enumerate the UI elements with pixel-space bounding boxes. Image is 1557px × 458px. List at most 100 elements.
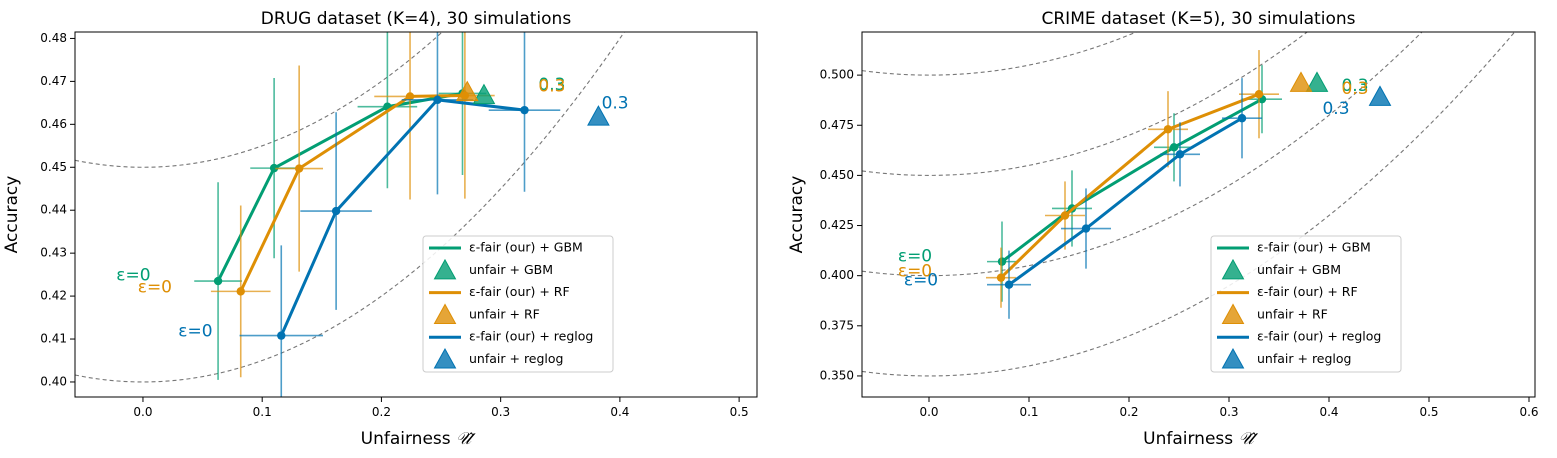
y-tick-label: 0.43	[40, 246, 67, 260]
y-tick-label: 0.47	[40, 74, 67, 88]
x-axis-label-text: Unfairness	[1143, 429, 1238, 449]
data-point	[433, 95, 442, 105]
legend-entry-label: ε-fair (our) + GBM	[469, 240, 583, 255]
y-axis-label: Accuracy	[787, 176, 807, 254]
y-tick-label: 0.400	[820, 268, 854, 282]
x-tick-label: 0.0	[919, 405, 938, 419]
legend-entry-label: unfair + GBM	[469, 262, 553, 277]
legend-entry-label: ε-fair (our) + reglog	[1257, 329, 1381, 344]
legend-triangle-swatch	[1221, 348, 1245, 369]
y-tick-label: 0.45	[40, 160, 67, 174]
x-tick-label: 0.2	[372, 405, 391, 419]
x-tick-label: 0.5	[1419, 405, 1438, 419]
legend-entry-label: unfair + reglog	[469, 351, 563, 366]
unfair-marker	[1289, 71, 1313, 92]
y-tick-label: 0.350	[820, 368, 854, 382]
legend-entry-label: unfair + RF	[469, 306, 540, 321]
legend-entry-label: ε-fair (our) + RF	[1257, 284, 1358, 299]
data-point	[269, 163, 279, 173]
data-point	[1169, 143, 1179, 152]
annotation-epsilon-max: 0.3	[1322, 99, 1349, 119]
y-axis-label: Accuracy	[2, 176, 22, 254]
x-tick-label: 0.1	[1019, 405, 1038, 419]
contour-line	[862, 32, 1423, 277]
annotation-epsilon-zero: ε=0	[898, 247, 932, 267]
annotation-epsilon-max: 0.3	[538, 77, 565, 97]
legend-box	[422, 235, 614, 373]
y-tick-label: 0.425	[820, 218, 854, 232]
data-point	[1060, 211, 1070, 220]
data-point	[996, 273, 1006, 282]
legend-triangle-swatch	[1221, 303, 1245, 324]
chart-title: DRUG dataset (K=4), 30 simulations	[261, 9, 572, 29]
x-axis-label-text: Unfairness	[361, 429, 456, 449]
annotation-epsilon-max: 0.3	[602, 94, 629, 114]
legend-entry-label: unfair + RF	[1257, 306, 1328, 321]
x-tick-label: 0.2	[1119, 405, 1138, 419]
data-point	[331, 206, 341, 216]
legend-triangle-swatch	[1221, 258, 1245, 280]
unfair-marker	[1368, 85, 1392, 106]
series-line	[1001, 97, 1263, 263]
y-tick-label: 0.40	[40, 374, 67, 388]
legend-entry-label: ε-fair (our) + GBM	[1257, 240, 1371, 255]
data-point	[520, 105, 529, 115]
annotation-epsilon-zero: ε=0	[116, 265, 150, 285]
annotation-epsilon-zero: ε=0	[178, 321, 212, 341]
contour-line	[75, 32, 625, 383]
chart-panel-2: ε=00.3ε=00.3ε=00.30.0 0.1 0.2 0.3 0.4 0.5 0.60…	[787, 9, 1539, 449]
axes-frame	[861, 31, 1536, 398]
legend-triangle-swatch	[433, 303, 457, 324]
contour-line	[862, 32, 1516, 377]
y-tick-label: 0.450	[820, 168, 854, 182]
unfair-marker	[587, 105, 610, 126]
data-point	[1237, 114, 1247, 123]
annotation-epsilon-max: 0.3	[538, 75, 565, 95]
annotation-epsilon-max: 0.3	[1341, 76, 1368, 96]
annotation-epsilon-zero: ε=0	[898, 262, 932, 282]
y-tick-label: 0.475	[820, 118, 854, 132]
legend-entry-label: unfair + GBM	[1257, 262, 1341, 277]
legend: ε-fair (our) + GBM unfair + GBM ε-fair (ou…	[422, 235, 614, 373]
data-point	[236, 287, 245, 296]
x-axis-label: Unfairness 𝒰̂	[1143, 429, 1258, 449]
legend-box	[1210, 235, 1402, 373]
y-tick-label: 0.375	[820, 318, 854, 332]
data-point	[1175, 150, 1185, 159]
annotation-epsilon-zero: ε=0	[138, 278, 172, 298]
axes-frame	[74, 31, 758, 398]
chart-title: CRIME dataset (K=5), 30 simulations	[1042, 9, 1356, 29]
x-tick-label: 0.6	[1519, 405, 1538, 419]
chart-panel-1: ε=00.3ε=00.3ε=00.30.0 0.1 0.2 0.3 0.4 0.50.40…	[2, 9, 758, 449]
legend: ε-fair (our) + GBM unfair + GBM ε-fair (ou…	[1210, 235, 1402, 373]
contour-line	[862, 32, 1138, 76]
unfair-marker	[472, 83, 496, 105]
unfair-marker	[1305, 71, 1329, 92]
data-point	[1081, 224, 1091, 233]
x-axis-label-symbol: 𝒰̂	[456, 429, 476, 449]
contour-line	[862, 32, 1309, 176]
data-point	[277, 331, 286, 340]
contour-line	[75, 32, 444, 168]
series-line	[1008, 116, 1243, 286]
data-point	[294, 164, 304, 173]
x-tick-label: 0.1	[253, 405, 272, 419]
x-tick-label: 0.5	[730, 405, 749, 419]
unfair-marker	[455, 80, 479, 102]
legend-triangle-swatch	[433, 348, 457, 369]
data-point	[1254, 89, 1264, 99]
y-tick-label: 0.500	[820, 68, 854, 82]
series-line	[279, 98, 525, 337]
plot-area	[862, 32, 1516, 377]
data-point	[997, 257, 1007, 266]
data-point	[1163, 125, 1173, 134]
legend-triangle-swatch	[433, 258, 457, 280]
x-axis-label-symbol: 𝒰̂	[1239, 429, 1259, 449]
plot-area	[75, 32, 625, 397]
data-point	[405, 92, 415, 101]
annotation-epsilon-max: 0.3	[1341, 79, 1368, 99]
series-line	[999, 92, 1260, 279]
legend-entry-label: ε-fair (our) + RF	[469, 284, 570, 299]
x-tick-label: 0.4	[610, 405, 629, 419]
